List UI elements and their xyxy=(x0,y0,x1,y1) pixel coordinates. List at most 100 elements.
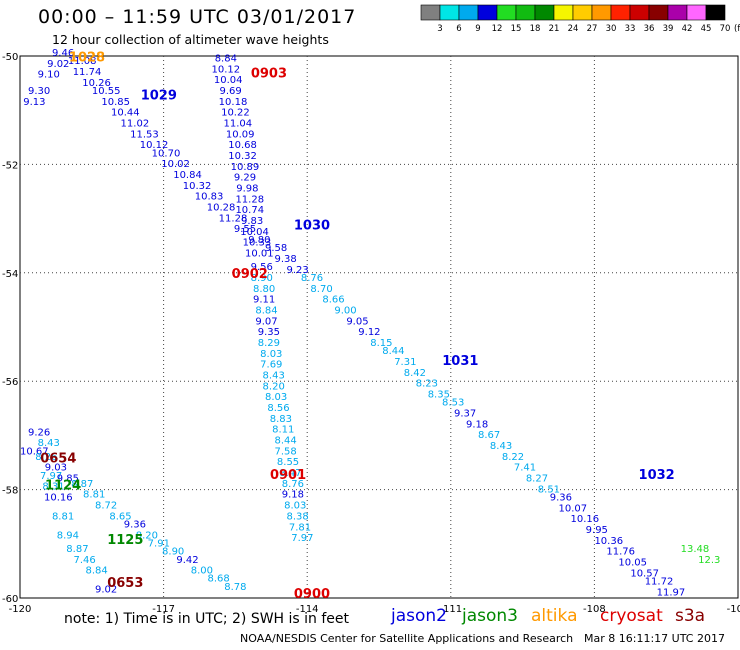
wave-height-value: 8.20 xyxy=(263,381,285,392)
wave-height-value: 9.03 xyxy=(45,463,67,474)
wave-height-value: 9.02 xyxy=(95,585,117,596)
wave-height-value: 8.43 xyxy=(490,441,512,452)
wave-height-value: 11.28 xyxy=(235,194,264,205)
wave-height-value: 10.07 xyxy=(559,503,588,514)
wave-height-value: 10.26 xyxy=(82,78,111,89)
pass-label: 1030 xyxy=(294,218,330,233)
lat-tick-label: -58 xyxy=(2,486,18,497)
colorbar-label: 70 xyxy=(720,24,731,34)
wave-height-value: 8.44 xyxy=(275,436,297,447)
wave-height-value: 9.42 xyxy=(176,555,198,566)
wave-height-value: 8.11 xyxy=(272,425,294,436)
pass-label: 1125 xyxy=(107,533,143,548)
wave-height-value: 9.13 xyxy=(23,97,45,108)
wave-height-value: 8.94 xyxy=(57,530,79,541)
wave-height-value: 8.27 xyxy=(526,473,548,484)
wave-height-value: 10.57 xyxy=(630,568,659,579)
pass-label: 1032 xyxy=(639,468,675,483)
colorbar-swatch xyxy=(458,4,479,21)
wave-height-value: 8.81 xyxy=(52,511,74,522)
colorbar-label: 36 xyxy=(644,24,655,34)
wave-height-value: 9.69 xyxy=(219,86,241,97)
wave-height-value: 9.36 xyxy=(124,520,146,531)
wave-height-value: 8.03 xyxy=(284,501,306,512)
wave-height-value: 8.23 xyxy=(416,379,438,390)
wave-height-value: 9.98 xyxy=(236,184,258,195)
wave-height-value: 7.69 xyxy=(260,360,282,371)
credit-line: NOAA/NESDIS Center for Satellite Applica… xyxy=(240,632,574,645)
wave-height-value: 8.80 xyxy=(253,284,275,295)
wave-height-value: 9.07 xyxy=(255,316,277,327)
colorbar-label: 9 xyxy=(475,24,480,34)
wave-height-value: 8.66 xyxy=(322,295,344,306)
lon-tick-label: -117 xyxy=(152,604,175,615)
colorbar-swatch xyxy=(572,4,593,21)
wave-height-value: 8.22 xyxy=(502,452,524,463)
wave-height-value: 8.51 xyxy=(538,484,560,495)
wave-height-value: 8.03 xyxy=(260,349,282,360)
lon-tick-label: -114 xyxy=(296,604,319,615)
generated-timestamp: Mar 8 16:11:17 UTC 2017 xyxy=(584,632,725,645)
wave-height-value: 8.84 xyxy=(85,566,107,577)
wave-height-value: 8.03 xyxy=(265,392,287,403)
wave-height-value: 7.97 xyxy=(40,471,62,482)
wave-height-value: 11.74 xyxy=(73,67,102,78)
pass-label: 0653 xyxy=(107,576,143,591)
wave-height-value: 8.84 xyxy=(255,305,277,316)
pass-label: 0654 xyxy=(40,452,76,467)
wave-height-value: 9.00 xyxy=(334,305,356,316)
lat-tick-label: -60 xyxy=(2,594,18,605)
wave-height-value: 10.05 xyxy=(618,557,647,568)
wave-height-value: 7.31 xyxy=(394,357,416,368)
pass-label: 1029 xyxy=(141,88,177,103)
wave-height-value: 8.90 xyxy=(251,273,273,284)
wave-height-value: 10.12 xyxy=(212,64,241,75)
colorbar-label: 3 xyxy=(437,24,442,34)
wave-height-value: 8.83 xyxy=(270,414,292,425)
wave-height-value: 7.91 xyxy=(148,539,170,550)
colorbar-swatch xyxy=(667,4,688,21)
wave-height-value: 8.65 xyxy=(109,511,131,522)
lat-tick-label: -50 xyxy=(2,52,18,63)
wave-height-value: 10.89 xyxy=(231,162,260,173)
wave-height-value: 7.58 xyxy=(275,446,297,457)
colorbar-swatch xyxy=(705,4,726,21)
wave-height-value: 9.58 xyxy=(265,243,287,254)
wave-height-value: 11.97 xyxy=(657,587,686,598)
wave-height-value: 10.32 xyxy=(228,151,257,162)
wave-height-value: 10.02 xyxy=(161,159,190,170)
pass-label: 1031 xyxy=(442,354,478,369)
wave-height-value: 10.74 xyxy=(235,205,264,216)
colorbar-label: 12 xyxy=(492,24,503,34)
wave-height-value: 10.18 xyxy=(219,97,248,108)
wave-height-value: 8.38 xyxy=(286,511,308,522)
wave-height-value: 8.26 xyxy=(35,452,57,463)
colorbar-swatch xyxy=(439,4,460,21)
wave-height-value: 8.76 xyxy=(282,479,304,490)
colorbar-swatch xyxy=(648,4,669,21)
map-subtitle: 12 hour collection of altimeter wave hei… xyxy=(52,32,329,47)
pass-label: 0902 xyxy=(232,267,268,282)
lat-tick-label: -54 xyxy=(2,269,18,280)
wave-height-value: 11.02 xyxy=(121,118,150,129)
wave-height-value: 7.41 xyxy=(514,463,536,474)
wave-height-value: 8.44 xyxy=(382,346,404,357)
wave-height-value: 9.02 xyxy=(47,59,69,70)
wave-height-value: 10.70 xyxy=(152,148,181,159)
colorbar-label: 27 xyxy=(587,24,598,34)
wave-height-value: 10.16 xyxy=(44,492,73,503)
wave-height-value: 10.83 xyxy=(195,192,224,203)
wave-height-value: 10.32 xyxy=(183,181,212,192)
wave-height-value: 9.10 xyxy=(38,70,60,81)
legend-altika: altika xyxy=(531,606,578,626)
wave-height-value: 10.16 xyxy=(571,514,600,525)
wave-height-value: 9.18 xyxy=(466,419,488,430)
colorbar-swatch xyxy=(591,4,612,21)
wave-height-value: 8.84 xyxy=(215,53,237,64)
wave-height-value: 10.84 xyxy=(173,170,202,181)
map-title: 00:00 – 11:59 UTC 03/01/2017 xyxy=(38,6,357,28)
colorbar-swatch xyxy=(610,4,631,21)
colorbar-label: 6 xyxy=(456,24,461,34)
wave-height-value: 8.31 xyxy=(42,482,64,493)
